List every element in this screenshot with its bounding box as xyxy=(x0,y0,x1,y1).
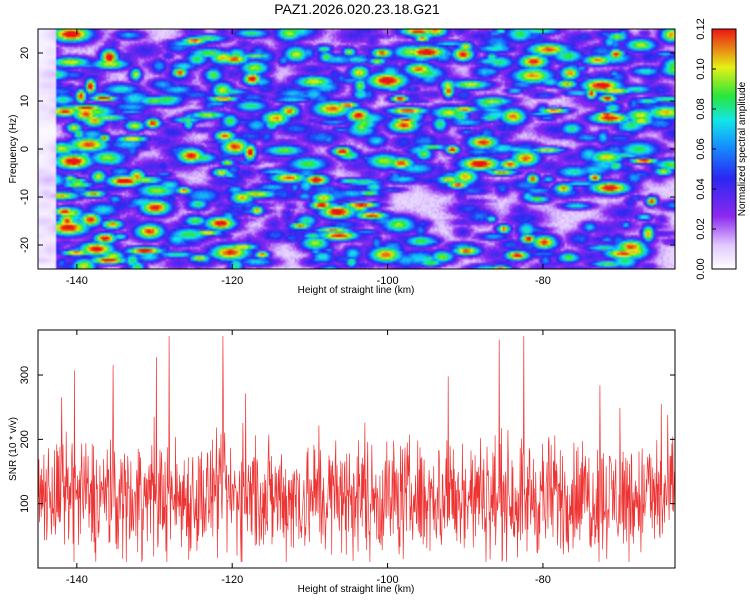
colorbar-label: Normalized spectral amplitude xyxy=(737,81,748,216)
colorbar: 0.00 0.02 0.04 0.06 0.08 0.10 0.12 Normalized … xyxy=(695,18,748,279)
snr-x-tick-label: -100 xyxy=(377,574,399,586)
colorbar-tick-label: 0.06 xyxy=(695,138,707,159)
snr-x-axis-label: Height of straight line (km) xyxy=(298,584,415,595)
spectrogram-y-tick-label: 20 xyxy=(19,47,31,59)
snr-y-tick-label: 300 xyxy=(19,366,31,384)
snr-x-ticks: -140 -120 -100 -80 xyxy=(66,330,551,586)
spectrogram-x-tick-label: -120 xyxy=(221,275,243,287)
colorbar-tick-label: 0.08 xyxy=(695,98,707,119)
snr-panel: -140 -120 -100 -80 300 200 100 Height of stra… xyxy=(8,329,676,595)
colorbar-tick-label: 0.02 xyxy=(695,218,707,239)
spectrogram-x-ticks: -140 -120 -100 -80 xyxy=(66,29,551,287)
spectrogram-y-tick-label: 0 xyxy=(19,146,31,152)
spectrogram-x-tick-label: -100 xyxy=(377,275,399,287)
spectrogram-y-tick-label: 10 xyxy=(19,95,31,107)
spectrogram-x-tick-label: -140 xyxy=(66,275,88,287)
snr-y-ticks: 300 200 100 xyxy=(19,366,675,513)
snr-series-line xyxy=(37,336,676,562)
spectrogram-y-tick-label: -10 xyxy=(19,189,31,205)
colorbar-ticks: 0.00 0.02 0.04 0.06 0.08 0.10 0.12 xyxy=(695,18,716,280)
chart-title: PAZ1.2026.020.23.18.G21 xyxy=(274,1,440,17)
spectrogram-image xyxy=(38,29,675,269)
colorbar-tick-label: 0.04 xyxy=(695,178,707,199)
colorbar-tick-label: 0.10 xyxy=(695,58,707,79)
spectrogram-x-axis-label: Height of straight line (km) xyxy=(298,285,415,296)
snr-y-tick-label: 200 xyxy=(19,430,31,448)
spectrogram-y-ticks: 20 10 0 -10 -20 xyxy=(19,47,675,253)
snr-y-tick-label: 100 xyxy=(19,494,31,512)
snr-x-tick-label: -140 xyxy=(66,574,88,586)
spectrogram-panel: -140 -120 -100 -80 20 10 0 -10 -20 Height of st… xyxy=(8,28,676,296)
spectrogram-y-tick-label: -20 xyxy=(19,237,31,253)
snr-x-tick-label: -120 xyxy=(221,574,243,586)
snr-frame xyxy=(37,329,676,569)
snr-x-tick-label: -80 xyxy=(535,574,551,586)
spectrogram-x-tick-label: -80 xyxy=(535,275,551,287)
colorbar-tick-label: 0.12 xyxy=(695,18,707,39)
spectrogram-y-axis-label: Frequency (Hz) xyxy=(8,115,19,184)
colorbar-tick-label: 0.00 xyxy=(695,258,707,279)
snr-y-axis-label: SNR (10 * v/v) xyxy=(8,417,19,481)
